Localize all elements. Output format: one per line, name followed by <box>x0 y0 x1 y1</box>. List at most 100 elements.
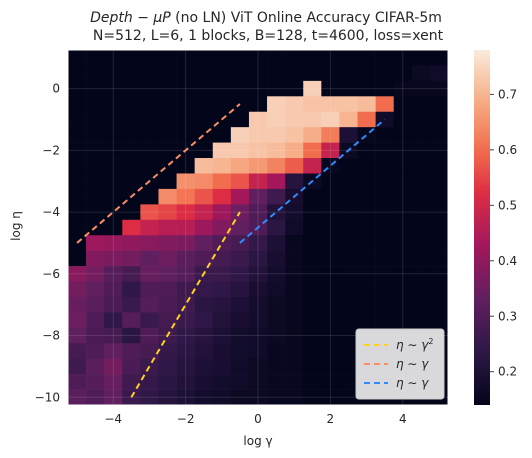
heatmap-cell <box>158 266 177 282</box>
heatmap-cell <box>68 266 87 282</box>
heatmap-cell <box>357 50 376 66</box>
heatmap-cell <box>411 158 431 174</box>
heatmap-cell <box>140 312 159 329</box>
heatmap-cell <box>248 127 268 143</box>
heatmap-cell <box>212 296 232 313</box>
heatmap-cell <box>68 188 87 205</box>
heatmap-cell <box>411 312 431 329</box>
heatmap-cell <box>248 158 268 174</box>
heatmap-cell <box>122 173 141 190</box>
plot-area <box>67 49 449 406</box>
legend: η ∼ γ2 η ∼ γ η ∼ γ <box>355 328 445 400</box>
heatmap-cell <box>285 142 304 159</box>
heatmap-cell <box>429 235 449 251</box>
heatmap-cell <box>230 358 250 375</box>
x-axis-label: log γ <box>243 434 272 448</box>
heatmap-cell <box>176 50 195 66</box>
heatmap-cell <box>303 296 322 313</box>
heatmap-cell <box>248 327 268 344</box>
colorbar-ticks: 0.2 0.3 0.4 0.5 0.6 0.7 <box>490 87 517 379</box>
heatmap-cell <box>68 327 87 344</box>
heatmap-cell <box>339 250 358 267</box>
heatmap-cell <box>285 374 304 390</box>
heatmap-cell <box>303 204 322 221</box>
heatmap-cell <box>122 127 141 143</box>
heatmap-cell <box>104 343 123 359</box>
heatmap-cell <box>248 389 268 406</box>
heatmap-cell <box>122 219 141 236</box>
heatmap-cell <box>122 142 141 159</box>
heatmap-cell <box>248 173 268 190</box>
x-tick-label: 2 <box>327 412 335 426</box>
heatmap-cell <box>393 65 413 82</box>
plot-frame <box>67 49 449 406</box>
heatmap-cell <box>375 50 395 66</box>
heatmap-cell <box>267 250 286 267</box>
heatmap-cell <box>267 296 286 313</box>
heatmap-cell <box>339 312 358 329</box>
heatmap-cell <box>86 374 105 390</box>
heatmap-cell <box>158 80 177 97</box>
heatmap-cell <box>357 250 376 267</box>
x-tick-label: 0 <box>254 412 262 426</box>
heatmap-cell <box>194 219 214 236</box>
heatmap-cell <box>285 96 304 113</box>
heatmap-cell <box>393 80 413 97</box>
heatmap-cell <box>411 142 431 159</box>
heatmap-cell <box>357 80 376 97</box>
heatmap-cell <box>176 312 195 329</box>
heatmap-cell <box>393 312 413 329</box>
heatmap-cell <box>140 111 159 128</box>
heatmap-cell <box>140 281 159 298</box>
heatmap-cell <box>248 250 268 267</box>
heatmap-cell <box>158 65 177 82</box>
heatmap-cell <box>339 389 358 406</box>
heatmap-cell <box>230 219 250 236</box>
heatmap-cell <box>176 296 195 313</box>
heatmap-cell <box>158 173 177 190</box>
heatmap-cell <box>285 111 304 128</box>
heatmap-cell <box>285 389 304 406</box>
heatmap-cell <box>212 188 232 205</box>
heatmap-cell <box>68 343 87 359</box>
heatmap-cell <box>230 158 250 174</box>
heatmap-cell <box>104 142 123 159</box>
heatmap-cell <box>104 358 123 375</box>
heatmap-cell <box>176 358 195 375</box>
heatmap-cell <box>339 96 358 113</box>
heatmap-cell <box>158 296 177 313</box>
heatmap-cell <box>158 343 177 359</box>
colorbar-tick-label: 0.4 <box>498 254 517 268</box>
heatmap-cell <box>68 281 87 298</box>
heatmap-cell <box>267 111 286 128</box>
heatmap-cell <box>303 327 322 344</box>
heatmap-cell <box>267 389 286 406</box>
heatmap-cell <box>411 266 431 282</box>
heatmap-cell <box>321 204 340 221</box>
heatmap-cell <box>303 389 322 406</box>
heatmap-cell <box>357 111 376 128</box>
heatmap-cell <box>140 50 159 66</box>
heatmap-cell <box>68 127 87 143</box>
heatmap-cell <box>68 296 87 313</box>
heatmap-cell <box>158 312 177 329</box>
heatmap-cell <box>375 127 395 143</box>
heatmap-cell <box>212 204 232 221</box>
heatmap-cell <box>411 50 431 66</box>
heatmap-cell <box>194 358 214 375</box>
heatmap-cell <box>248 204 268 221</box>
heatmap-cell <box>230 327 250 344</box>
heatmap-cell <box>357 219 376 236</box>
heatmap-cell <box>248 358 268 375</box>
heatmap-cell <box>393 142 413 159</box>
heatmap-cell <box>375 96 395 113</box>
heatmap-cell <box>267 188 286 205</box>
heatmap-cell <box>303 343 322 359</box>
heatmap-cell <box>230 173 250 190</box>
heatmap-cell <box>357 173 376 190</box>
heatmap-cell <box>212 281 232 298</box>
chart-title-line2: N=512, L=6, 1 blocks, B=128, t=4600, los… <box>93 28 444 44</box>
heatmap-cell <box>321 96 340 113</box>
heatmap-cell <box>176 80 195 97</box>
